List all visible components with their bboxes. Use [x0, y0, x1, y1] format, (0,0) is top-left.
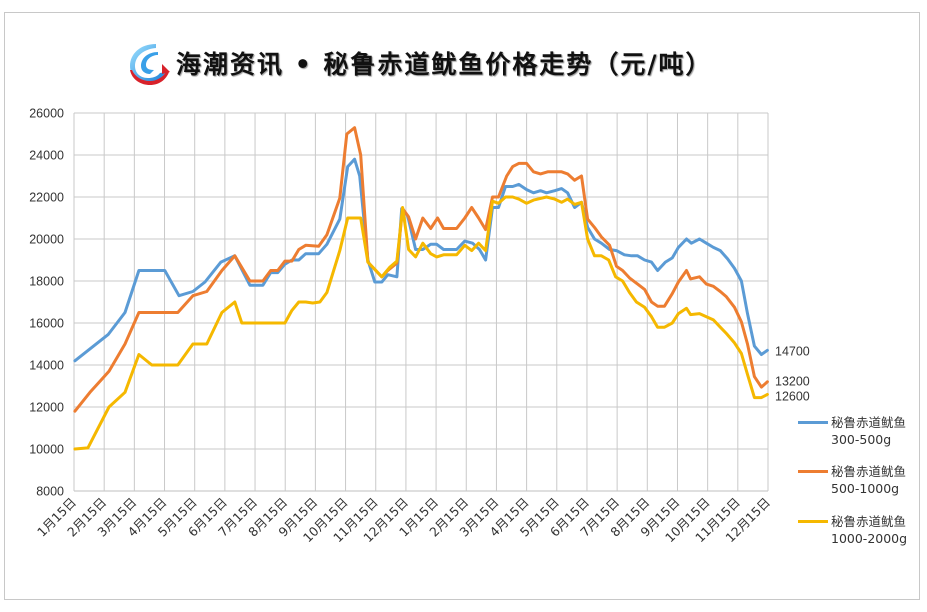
y-tick-label: 8000	[36, 485, 64, 499]
chart-frame	[4, 12, 920, 600]
y-tick-label: 12000	[29, 401, 64, 415]
y-axis: 8000 10000 12000 14000 16000 18000 20000 22000 2…	[29, 107, 64, 499]
y-tick-label: 20000	[29, 233, 64, 247]
haichao-logo-icon	[130, 44, 170, 85]
x-axis: 1月15日2月15日3月15日4月15日5月15日6月15日7月15日8月15日…	[34, 495, 773, 546]
chart-title: 海潮资讯 • 秘鲁赤道鱿鱼价格走势（元/吨）	[176, 50, 713, 79]
chart-header: 海潮资讯 • 秘鲁赤道鱿鱼价格走势（元/吨）	[126, 38, 713, 88]
series-line[interactable]	[73, 195, 769, 451]
y-tick-label: 18000	[29, 275, 64, 289]
legend-label-line2: 1000-2000g	[831, 531, 908, 546]
y-tick-label: 24000	[29, 149, 64, 163]
legend-label-line1: 秘鲁赤道鱿鱼	[831, 415, 907, 430]
y-tick-label: 10000	[29, 443, 64, 457]
y-tick-label: 22000	[29, 191, 64, 205]
legend-swatch-orange	[798, 470, 828, 473]
legend-swatch-blue	[798, 421, 828, 424]
legend-label-line2: 500-1000g	[831, 481, 900, 496]
end-value-label: 14700	[775, 345, 810, 359]
grid-lines	[73, 112, 769, 492]
end-value-label: 13200	[775, 375, 810, 389]
legend-label-line2: 300-500g	[831, 432, 892, 447]
y-tick-label: 14000	[29, 359, 64, 373]
legend-label-line1: 秘鲁赤道鱿鱼	[831, 514, 907, 529]
series-line[interactable]	[73, 157, 769, 363]
legend-label-line1: 秘鲁赤道鱿鱼	[831, 464, 907, 479]
series-line[interactable]	[73, 126, 769, 413]
series-lines	[73, 126, 769, 451]
y-tick-label: 26000	[29, 107, 64, 121]
legend-swatch-yellow	[798, 520, 828, 523]
end-value-label: 12600	[775, 390, 810, 404]
y-tick-label: 16000	[29, 317, 64, 331]
